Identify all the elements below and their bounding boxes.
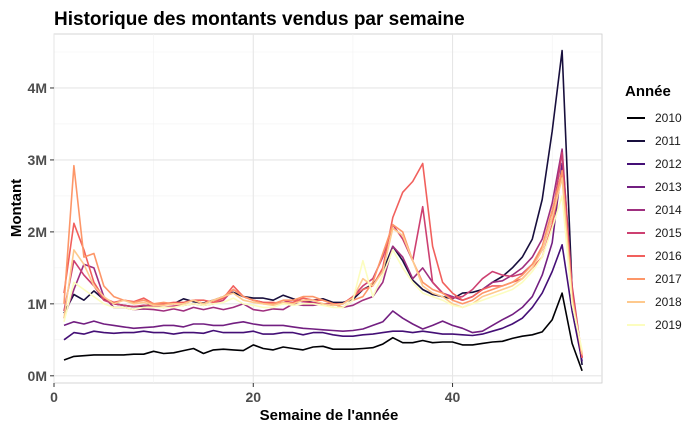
y-tick-label: 4M (28, 80, 47, 96)
chart-title: Historique des montants vendus par semai… (54, 9, 465, 30)
legend-label: 2012 (655, 157, 682, 171)
legend-title: Année (625, 83, 671, 100)
legend-items: 2010 2011 2012 2013 2014 2015 2016 2017 2018 2019 (627, 111, 682, 332)
series-line-2012 (63, 244, 583, 362)
legend-label: 2019 (655, 318, 682, 332)
x-tick-label: 0 (50, 389, 58, 405)
x-axis-title: Semaine de l'année (260, 407, 399, 424)
y-tick-label: 0M (28, 368, 47, 384)
y-tick-label: 1M (28, 296, 47, 312)
legend-item-2012: 2012 (627, 157, 682, 171)
legend-label: 2014 (655, 203, 682, 217)
legend-label: 2015 (655, 226, 682, 240)
x-tick-label: 20 (245, 389, 261, 405)
y-axis-title: Montant (8, 179, 25, 237)
series-line-2010 (63, 292, 583, 372)
legend-item-2014: 2014 (627, 203, 682, 217)
series-line-2019 (63, 195, 583, 351)
legend-label: 2018 (655, 295, 682, 309)
legend: Année 2010201120122013201420152016201720… (625, 83, 682, 332)
legend-label: 2010 (655, 111, 682, 125)
series-line-2013 (63, 162, 583, 358)
legend-label: 2013 (655, 180, 682, 194)
y-tick-label: 2M (28, 224, 47, 240)
axes: 0 20 40 0M 1M 2M 3M 4M (28, 80, 461, 405)
legend-item-2017: 2017 (627, 272, 682, 286)
series-lines (63, 49, 583, 372)
series-line-2018 (63, 177, 583, 355)
legend-label: 2016 (655, 249, 682, 263)
legend-item-2011: 2011 (627, 134, 681, 148)
series-line-2017 (63, 164, 583, 355)
legend-item-2018: 2018 (627, 295, 682, 309)
x-tick-label: 40 (445, 389, 461, 405)
legend-item-2019: 2019 (627, 318, 682, 332)
legend-label: 2011 (655, 134, 681, 148)
y-tick-label: 3M (28, 152, 47, 168)
legend-item-2010: 2010 (627, 111, 682, 125)
legend-item-2016: 2016 (627, 249, 682, 263)
grid-lines (53, 34, 602, 383)
legend-item-2013: 2013 (627, 180, 682, 194)
legend-item-2015: 2015 (627, 226, 682, 240)
legend-label: 2017 (655, 272, 682, 286)
